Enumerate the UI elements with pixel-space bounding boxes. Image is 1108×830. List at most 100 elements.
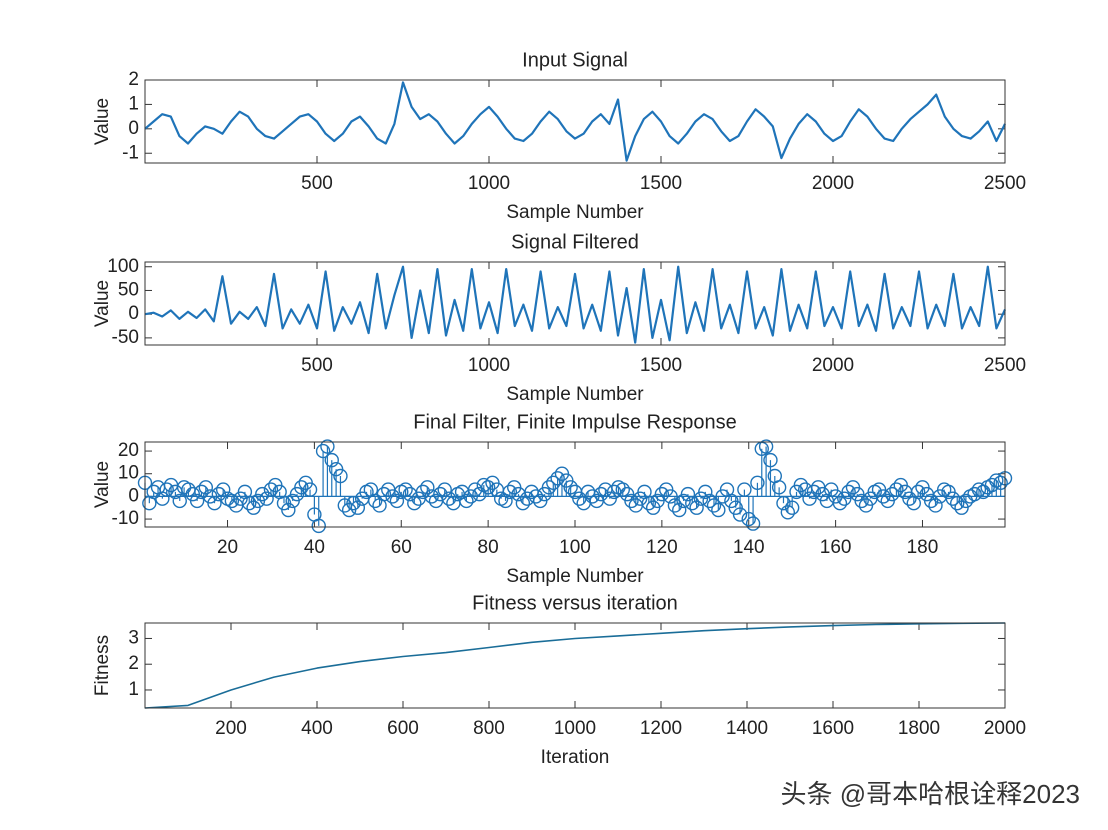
x-axis-label: Sample Number bbox=[506, 384, 644, 405]
stem-marker bbox=[441, 491, 457, 506]
stem-marker bbox=[993, 475, 1008, 490]
y-tick-label: -50 bbox=[112, 327, 139, 348]
stem-marker bbox=[711, 502, 726, 518]
stem-marker bbox=[528, 489, 544, 504]
stem-marker bbox=[876, 489, 891, 504]
stem-marker bbox=[832, 496, 848, 511]
stem-marker bbox=[776, 496, 791, 511]
x-tick-label: 40 bbox=[304, 537, 325, 558]
stem-marker bbox=[663, 489, 678, 504]
stem-marker bbox=[172, 493, 187, 509]
stem-marker bbox=[672, 502, 687, 518]
y-tick-label: 100 bbox=[107, 256, 139, 277]
axes-box bbox=[144, 622, 1006, 709]
y-axis-label: Value bbox=[92, 280, 113, 327]
x-axis-label: Sample Number bbox=[506, 566, 644, 587]
x-tick-label: 120 bbox=[646, 537, 678, 558]
stem-marker bbox=[259, 491, 274, 506]
stem-marker bbox=[189, 493, 205, 509]
plot-area bbox=[145, 442, 1005, 527]
stem-marker bbox=[737, 482, 752, 497]
y-tick-label: 10 bbox=[118, 463, 139, 484]
x-tick-label: 1500 bbox=[640, 355, 682, 376]
y-tick-label: -10 bbox=[112, 508, 139, 529]
x-tick-label: 1500 bbox=[640, 173, 682, 194]
x-tick-label: 100 bbox=[559, 537, 591, 558]
plot-area bbox=[145, 623, 1005, 708]
stem-marker bbox=[294, 480, 309, 495]
y-tick-label: 20 bbox=[118, 440, 139, 461]
y-tick-label: 2 bbox=[128, 69, 139, 90]
stem-marker bbox=[459, 493, 474, 509]
x-tick-label: 140 bbox=[733, 537, 765, 558]
y-tick-label: 1 bbox=[128, 93, 139, 114]
y-tick-label: 0 bbox=[128, 303, 139, 324]
y-axis-label: Value bbox=[92, 98, 113, 145]
chart-title: Input Signal bbox=[522, 49, 628, 71]
x-tick-label: 500 bbox=[301, 355, 333, 376]
axes-box bbox=[144, 79, 1006, 164]
x-tick-label: 200 bbox=[215, 718, 247, 739]
x-tick-label: 2000 bbox=[812, 173, 854, 194]
x-tick-label: 500 bbox=[301, 173, 333, 194]
x-axis-label: Sample Number bbox=[506, 202, 644, 223]
y-tick-label: 3 bbox=[128, 627, 139, 648]
stem-marker bbox=[433, 486, 448, 502]
stem-marker bbox=[706, 498, 722, 513]
stem-marker bbox=[615, 482, 630, 497]
plot-area bbox=[145, 80, 1005, 163]
stem-marker bbox=[585, 489, 600, 504]
stem-marker bbox=[324, 452, 339, 468]
stem-marker bbox=[211, 486, 227, 502]
stem-marker bbox=[333, 468, 348, 484]
stem-marker bbox=[685, 496, 700, 511]
stem-marker bbox=[854, 493, 869, 509]
stem-marker bbox=[793, 477, 809, 493]
stem-marker bbox=[407, 496, 422, 511]
stem-marker bbox=[910, 484, 926, 500]
stem-marker bbox=[841, 484, 856, 500]
stem-marker bbox=[654, 486, 670, 502]
stem-marker bbox=[346, 496, 361, 511]
x-tick-label: 60 bbox=[391, 537, 412, 558]
stem-marker bbox=[437, 482, 452, 497]
stem-marker bbox=[763, 452, 778, 468]
x-tick-label: 1000 bbox=[554, 718, 596, 739]
stem-marker bbox=[750, 475, 765, 490]
stem-marker bbox=[780, 505, 796, 520]
stem-marker bbox=[480, 480, 496, 495]
stem-marker bbox=[923, 493, 939, 509]
x-tick-label: 2500 bbox=[984, 173, 1026, 194]
y-tick-label: 2 bbox=[128, 653, 139, 674]
stem-marker bbox=[159, 482, 174, 497]
x-tick-label: 20 bbox=[217, 537, 238, 558]
stem-marker bbox=[415, 484, 431, 500]
stem-marker bbox=[255, 486, 270, 502]
y-axis-label: Fitness bbox=[92, 635, 113, 696]
x-tick-label: 1000 bbox=[468, 173, 510, 194]
data-line bbox=[144, 81, 1006, 162]
stem-marker bbox=[515, 496, 531, 511]
stem-marker bbox=[541, 480, 557, 495]
stem-marker bbox=[215, 482, 231, 497]
stem-marker bbox=[207, 496, 222, 511]
stem-marker bbox=[732, 507, 748, 522]
stem-marker bbox=[889, 482, 904, 497]
y-tick-label: 0 bbox=[128, 118, 139, 139]
y-tick-label: 50 bbox=[118, 279, 139, 300]
watermark: 头条 @哥本哈根诠释2023 bbox=[781, 779, 1080, 809]
x-tick-label: 400 bbox=[301, 718, 333, 739]
x-tick-label: 180 bbox=[907, 537, 939, 558]
stem-marker bbox=[758, 439, 774, 454]
stem-marker bbox=[502, 484, 518, 500]
x-tick-label: 80 bbox=[478, 537, 499, 558]
x-tick-label: 800 bbox=[473, 718, 505, 739]
y-tick-label: -1 bbox=[122, 142, 139, 163]
stem-marker bbox=[350, 500, 366, 515]
y-axis-label: Value bbox=[92, 461, 113, 508]
stem-marker bbox=[984, 477, 1000, 493]
data-line bbox=[144, 265, 1007, 344]
chart-title: Signal Filtered bbox=[511, 231, 639, 253]
data-line bbox=[144, 622, 1006, 709]
